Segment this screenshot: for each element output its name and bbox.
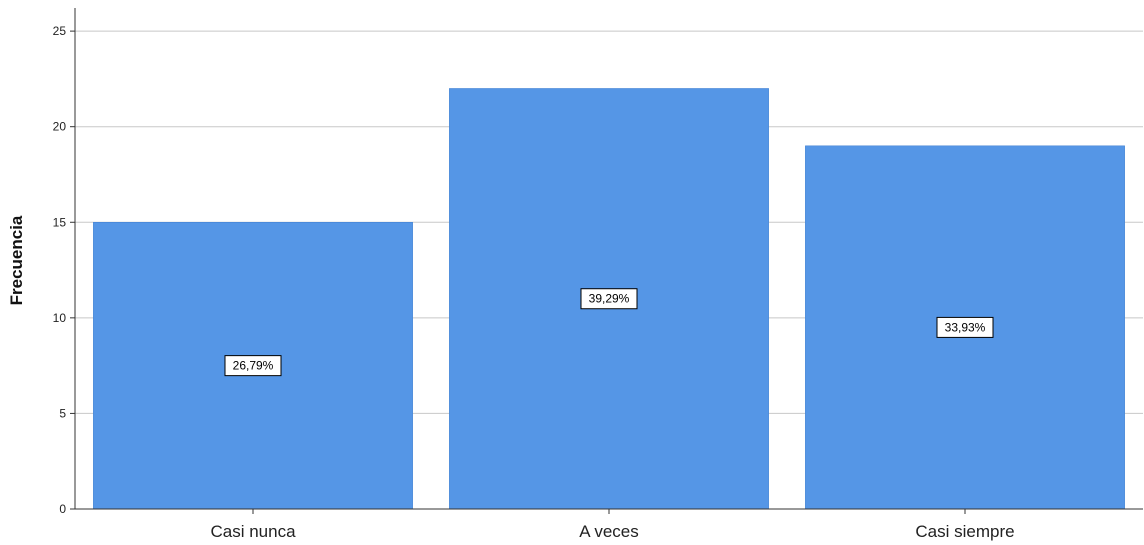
data-label: 33,93%	[945, 320, 986, 334]
y-axis-title: Frecuencia	[7, 215, 26, 305]
y-tick-label: 5	[59, 406, 66, 420]
y-tick-label: 20	[53, 120, 67, 134]
x-category-labels: Casi nunca A veces Casi siempre	[210, 509, 1015, 541]
bars	[93, 88, 1125, 510]
x-category-label: Casi siempre	[915, 522, 1014, 541]
data-label-box	[224, 355, 282, 377]
data-label: 39,29%	[589, 292, 630, 306]
y-tick-label: 25	[53, 24, 67, 38]
data-labels: 26,79% 39,29% 33,93%	[224, 288, 994, 377]
y-tick-label: 0	[59, 502, 66, 516]
y-ticks: 0 5 10 15 20 25	[53, 24, 75, 516]
data-label: 26,79%	[233, 359, 274, 373]
x-category-label: A veces	[579, 522, 639, 541]
data-label-box	[936, 316, 994, 338]
data-label-box	[580, 288, 638, 310]
x-category-label: Casi nunca	[210, 522, 296, 541]
y-tick-label: 15	[53, 215, 67, 229]
y-tick-label: 10	[53, 311, 67, 325]
